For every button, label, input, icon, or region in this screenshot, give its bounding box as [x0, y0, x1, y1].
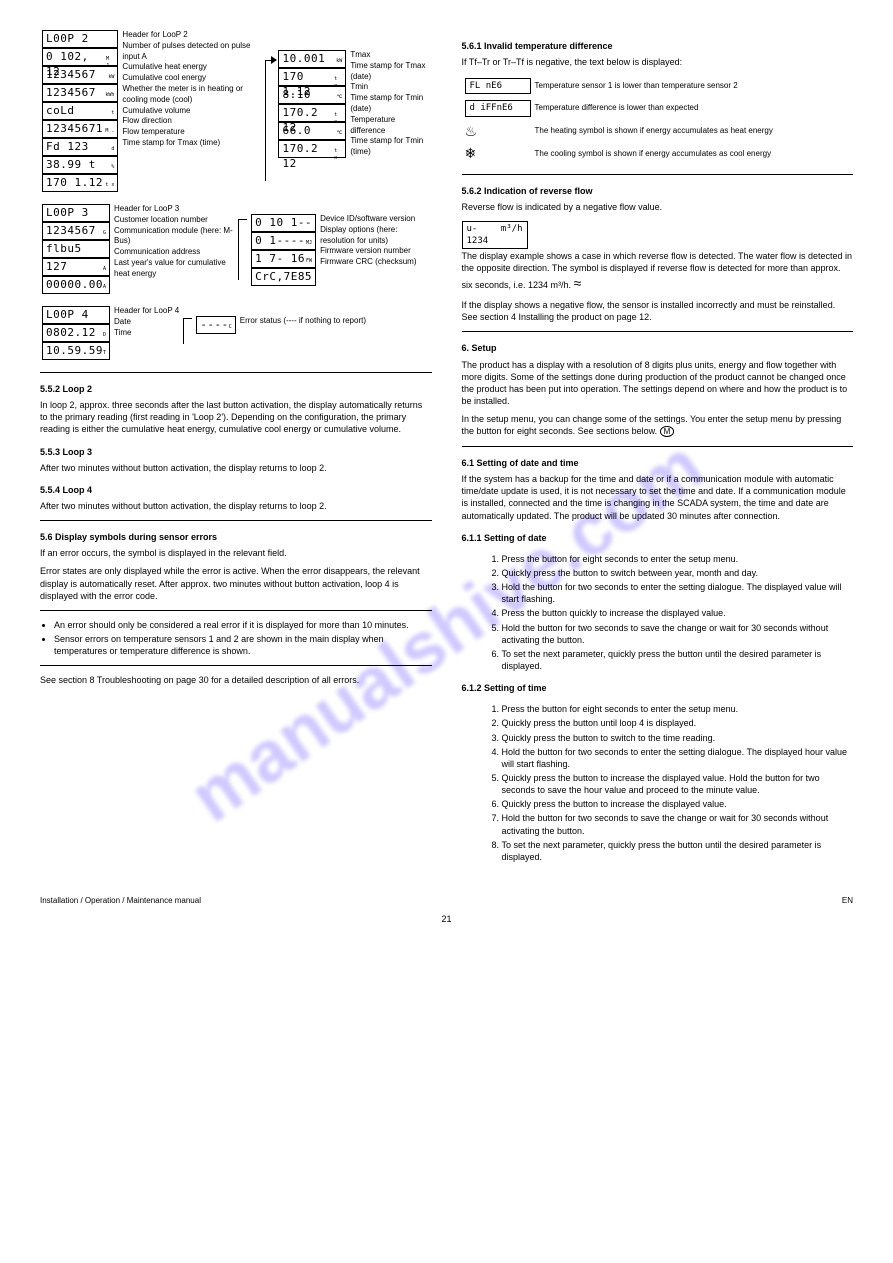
- reverse-flow-icon: ≈: [574, 274, 592, 293]
- heading-61: 6.1 Setting of date and time: [462, 457, 854, 469]
- heading-561: 5.6.1 Invalid temperature difference: [462, 40, 854, 52]
- heading-56: 5.6 Display symbols during sensor errors: [40, 531, 432, 543]
- footer: Installation / Operation / Maintenance m…: [40, 896, 853, 907]
- heading-562: 5.6.2 Indication of reverse flow: [462, 185, 854, 197]
- error-bullets: An error should only be considered a rea…: [54, 619, 432, 657]
- loop3-block: L00P 3 1234567G flbu5 127A 00000.00A Hea…: [40, 204, 432, 294]
- time-steps: Press the button for eight seconds to en…: [462, 703, 854, 863]
- heading-6: 6. Setup: [462, 342, 854, 354]
- right-column: 5.6.1 Invalid temperature difference If …: [462, 30, 854, 872]
- heading-611: 6.1.1 Setting of date: [462, 532, 854, 544]
- heading-553: 5.5.3 Loop 3: [40, 446, 432, 458]
- loop4-block: L00P 4 0802.12D 10.59.59T Header for Loo…: [40, 306, 432, 360]
- heading-554: 5.5.4 Loop 4: [40, 484, 432, 496]
- cool-icon: ❄: [465, 144, 483, 163]
- lcd-loop2-header: L00P 2: [46, 32, 89, 47]
- loop2-block: L00P 2 0 102, 12M J 1234567kW 1234567kWh…: [40, 30, 432, 192]
- heat-icon: ♨: [465, 122, 483, 141]
- heading-612: 6.1.2 Setting of time: [462, 682, 854, 694]
- date-steps: Press the button for eight seconds to en…: [462, 553, 854, 672]
- page-number: 21: [40, 913, 853, 925]
- button-icon: M: [660, 426, 675, 437]
- left-column: L00P 2 0 102, 12M J 1234567kW 1234567kWh…: [40, 30, 432, 872]
- heading-552: 5.5.2 Loop 2: [40, 383, 432, 395]
